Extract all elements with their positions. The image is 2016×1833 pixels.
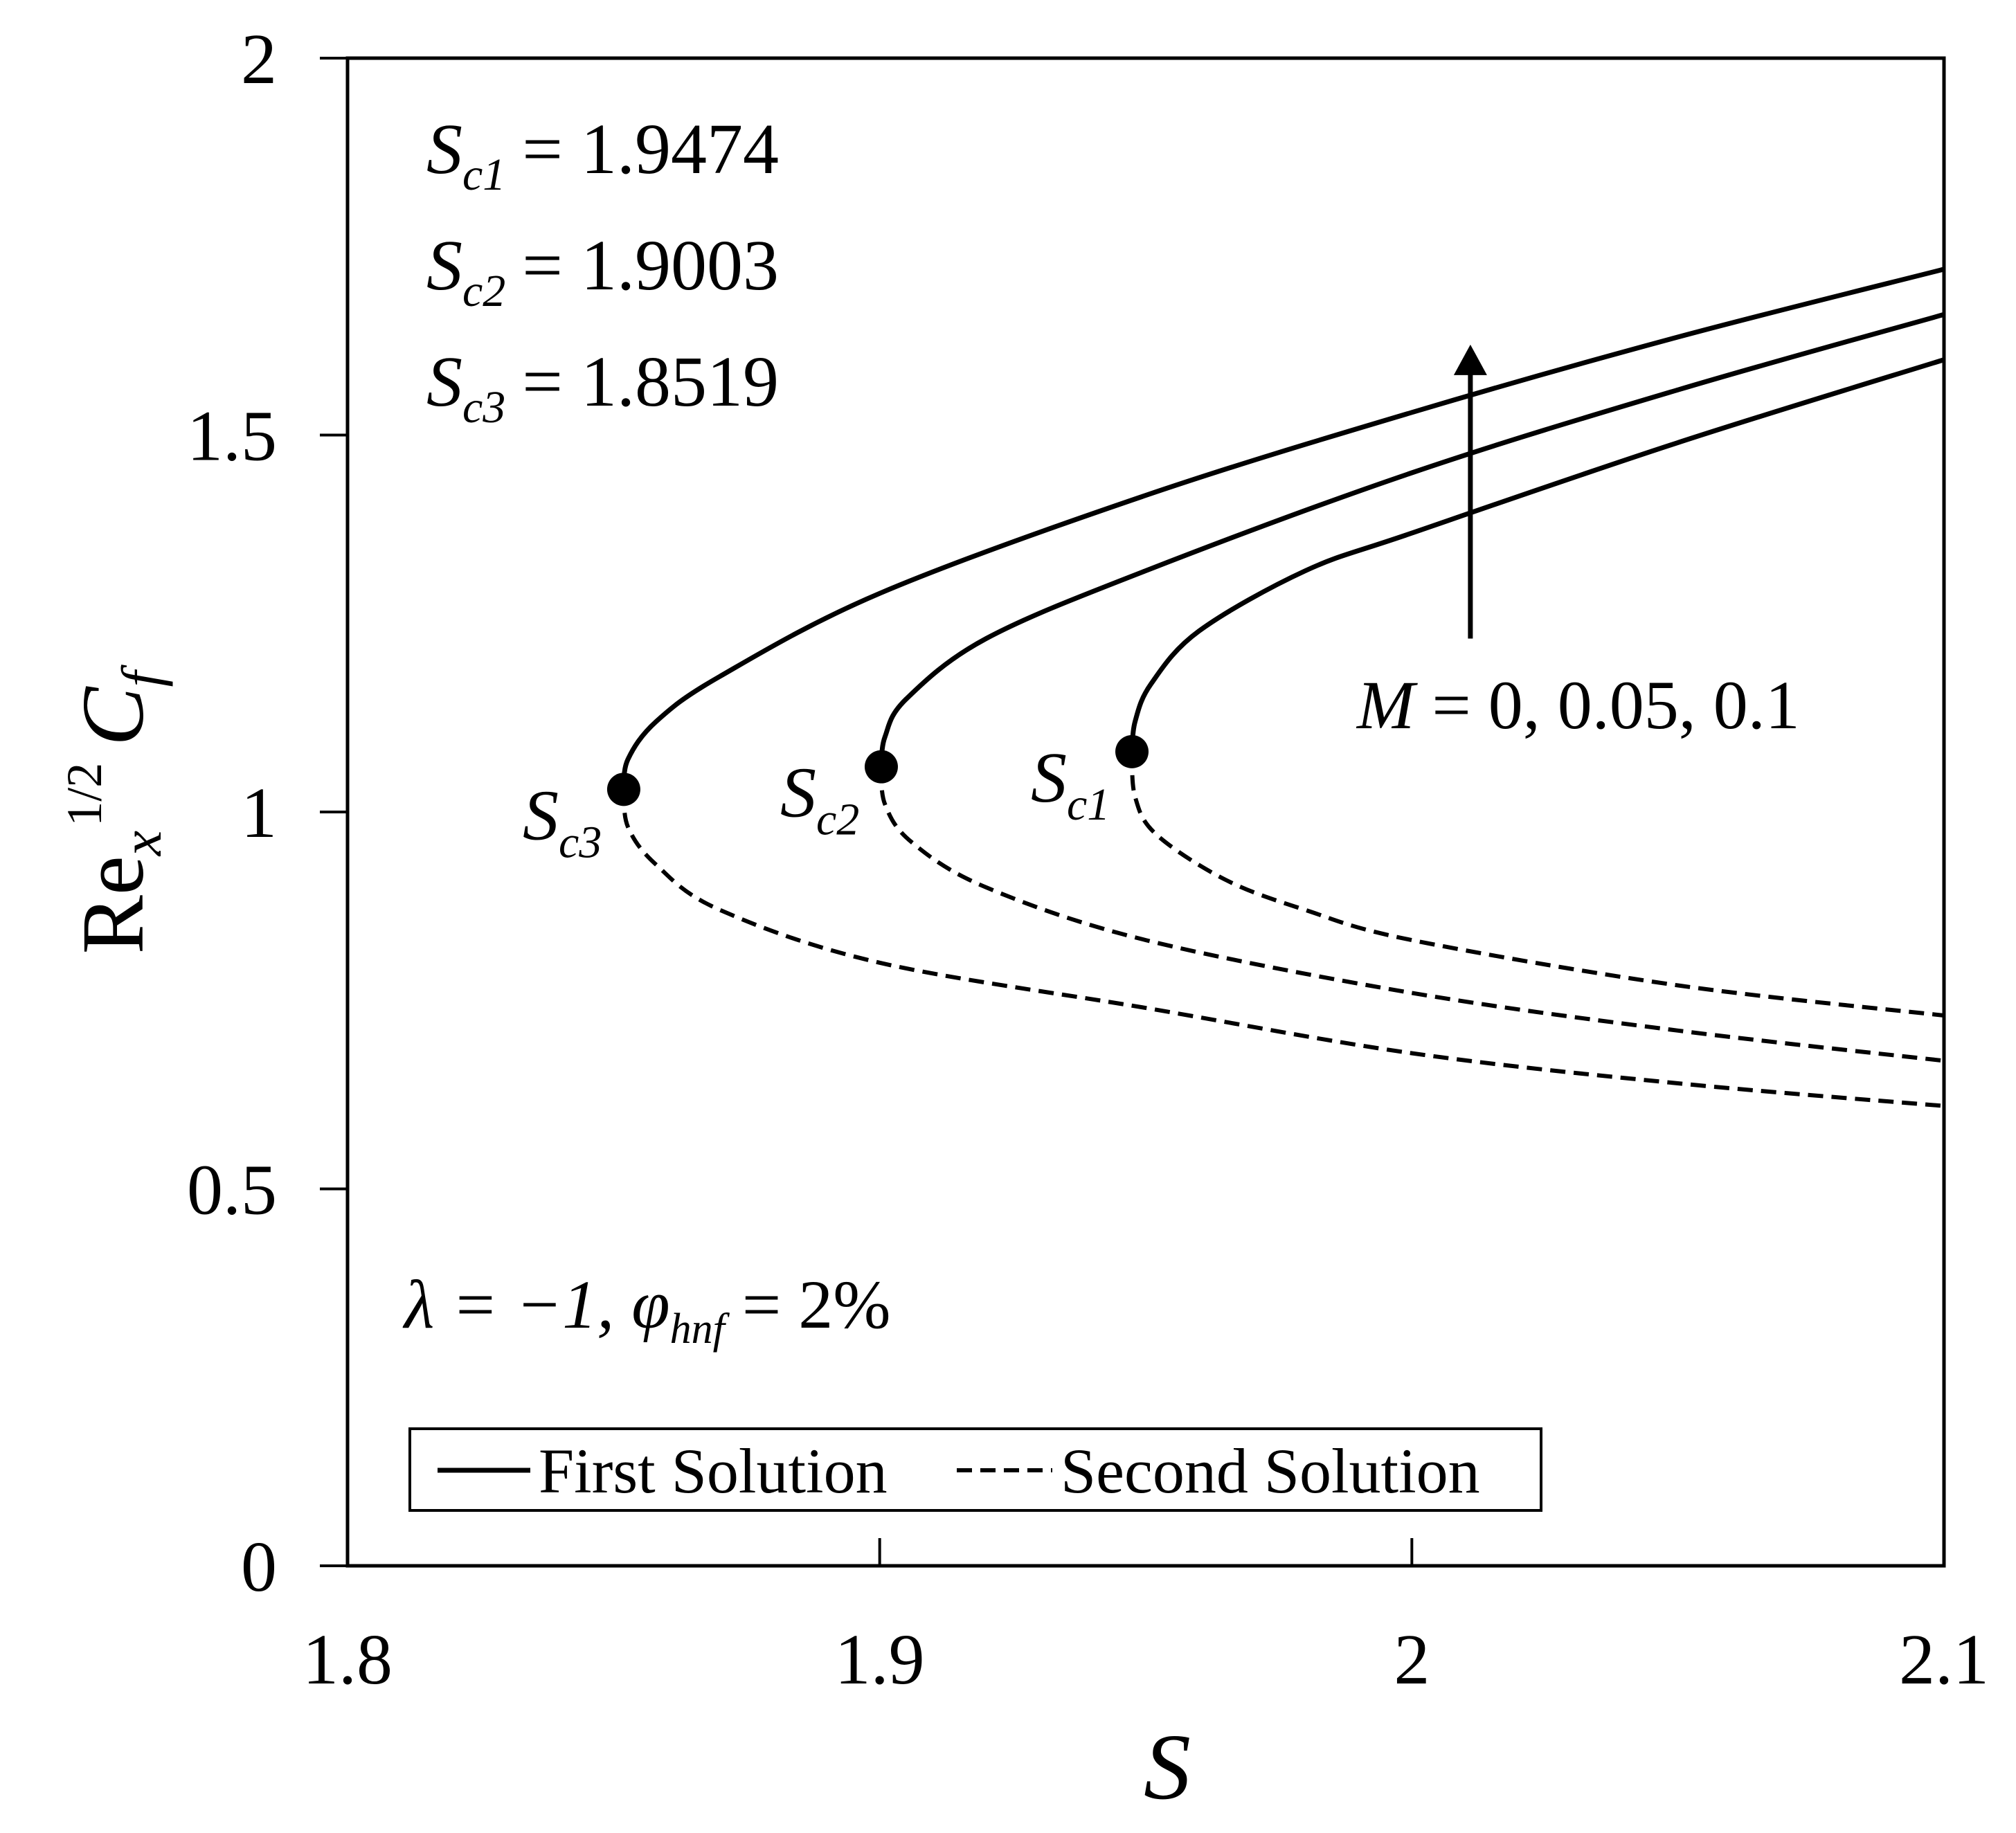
critical-point-c2 bbox=[864, 750, 898, 784]
x-tick-label: 1.9 bbox=[835, 1620, 925, 1699]
curves-layer bbox=[621, 267, 1945, 1108]
y-tick-label: 1 bbox=[241, 773, 277, 853]
critical-value-2: Sc2 = 1.9003 bbox=[426, 226, 779, 316]
critical-point-label-c3: Sc3 bbox=[523, 775, 602, 867]
y-tick-label: 2 bbox=[241, 19, 277, 99]
x-tick-label: 2 bbox=[1394, 1620, 1430, 1699]
y-tick-label: 0.5 bbox=[187, 1150, 277, 1230]
second-solution-line-3 bbox=[879, 766, 1945, 1063]
y-tick-label: 1.5 bbox=[187, 397, 277, 476]
y-tick-label: 0 bbox=[241, 1527, 277, 1607]
y-axis-label: Rex1/2Cf bbox=[57, 664, 173, 954]
x-tick-label: 1.8 bbox=[303, 1620, 393, 1699]
axes-layer: 1.8 1.9 2 2.1 0 0.5 1 1.5 2 bbox=[187, 19, 1989, 1699]
legend-label-second: Second Solution bbox=[1061, 1436, 1480, 1506]
svg-text:Rex1/2Cf: Rex1/2Cf bbox=[57, 664, 173, 954]
legend: First Solution Second Solution bbox=[408, 1427, 1542, 1512]
legend-label-first: First Solution bbox=[539, 1436, 888, 1506]
x-tick-label: 2.1 bbox=[1899, 1620, 1989, 1699]
first-solution-line-4 bbox=[621, 267, 1945, 790]
first-solution-line-2 bbox=[879, 311, 1945, 768]
parameter-note: λ = −1, φhnf = 2% bbox=[402, 1266, 891, 1353]
critical-point-c1 bbox=[1115, 734, 1149, 768]
legend-box bbox=[408, 1427, 1542, 1512]
critical-values-block: Sc1 = 1.9474 Sc2 = 1.9003 Sc3 = 1.8519 bbox=[426, 109, 779, 433]
critical-value-3: Sc3 = 1.8519 bbox=[426, 342, 779, 433]
critical-point-label-c2: Sc2 bbox=[780, 753, 859, 845]
parameter-arrow-head bbox=[1453, 344, 1487, 375]
first-solution-line-0 bbox=[1129, 357, 1945, 752]
arrow-note: M = 0, 0.05, 0.1 bbox=[1356, 667, 1800, 743]
second-solution-line-1 bbox=[1130, 751, 1945, 1018]
critical-point-c3 bbox=[606, 773, 640, 806]
second-solution-line-5 bbox=[621, 788, 1945, 1108]
critical-points-layer: Sc1 Sc2 Sc3 bbox=[523, 344, 1487, 867]
x-axis-label: S bbox=[1144, 1715, 1191, 1819]
critical-point-label-c1: Sc1 bbox=[1031, 738, 1110, 830]
critical-value-1: Sc1 = 1.9474 bbox=[426, 109, 779, 200]
